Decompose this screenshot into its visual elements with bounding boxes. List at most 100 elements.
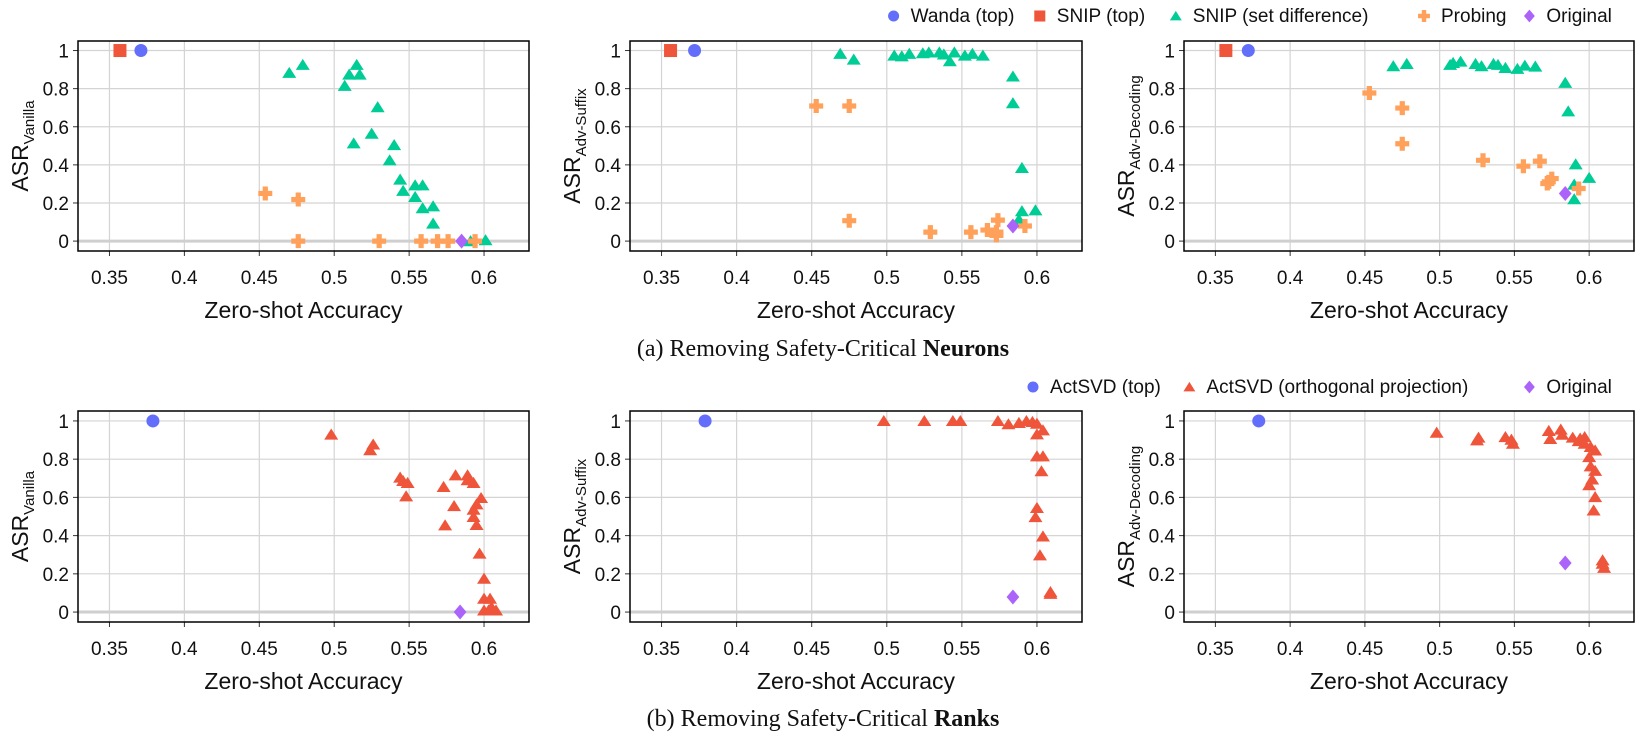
data-point-triangle [1035, 530, 1050, 542]
data-point-triangle [1555, 428, 1570, 440]
data-point-triangle [953, 414, 968, 427]
legend-label: Probing [1441, 6, 1507, 27]
data-point-triangle [466, 503, 481, 515]
data-point-triangle [846, 53, 861, 65]
caption-a-prefix: (a) Removing Safety-Critical [637, 336, 923, 362]
data-point-square [113, 44, 127, 58]
data-point-cross [372, 234, 387, 249]
scatter-panel: 0.35 0.4 0.45 0.5 0.55 0.6 0 0.2 0.4 0.6 0.8 1 Zero-… [559, 410, 1083, 694]
data-point-triangle [426, 217, 441, 229]
data-point-cross [990, 213, 1005, 228]
y-tick-label: 0 [1164, 603, 1175, 624]
data-point-triangle [1517, 59, 1532, 71]
data-point-triangle [1597, 561, 1612, 573]
data-point-cross [441, 234, 456, 249]
series-snip-top [113, 44, 127, 58]
series-actsvd-orthogonal-projection [1429, 423, 1612, 573]
plot-frame [1183, 410, 1635, 623]
data-point-triangle [921, 46, 936, 58]
data-point-triangle [1029, 501, 1044, 513]
data-point-cross [258, 186, 273, 201]
data-point-triangle [1399, 57, 1414, 69]
data-point-triangle [382, 154, 397, 166]
x-tick-label: 0.35 [1197, 639, 1234, 660]
data-point-triangle [965, 47, 980, 59]
data-point-cross [291, 192, 306, 207]
data-point-triangle [400, 476, 415, 488]
data-point-triangle [947, 46, 962, 58]
data-point-circle [146, 414, 160, 428]
y-tick-label: 0.2 [595, 194, 621, 215]
data-point-cross [291, 234, 306, 249]
data-point-cross [809, 98, 824, 113]
y-tick-label: 0.8 [43, 450, 69, 471]
data-point-cross [1395, 136, 1410, 151]
legend-label: Original [1546, 377, 1611, 398]
data-point-cross [980, 223, 995, 238]
y-tick-label: 0.8 [1149, 450, 1175, 471]
data-point-cross [1017, 219, 1032, 234]
data-point-triangle [364, 127, 379, 139]
x-tick-label: 0.55 [943, 639, 980, 660]
data-point-triangle [876, 414, 891, 427]
legend-marker-cross [1418, 10, 1430, 22]
series-probing [1362, 86, 1586, 196]
data-point-triangle [1429, 426, 1444, 438]
data-point-triangle [1586, 504, 1601, 516]
caption-b-prefix: (b) Removing Safety-Critical [647, 706, 934, 732]
y-tick-label: 1 [58, 412, 69, 433]
data-point-circle [134, 44, 148, 58]
data-point-cross [963, 225, 978, 240]
data-point-triangle [1014, 205, 1029, 217]
data-point-triangle [1029, 417, 1044, 429]
y-axis-label: ASRAdv-Suffix [559, 88, 590, 204]
data-point-cross [468, 234, 483, 249]
data-point-triangle [833, 47, 848, 59]
y-axis-label-subscript: Adv-Suffix [573, 458, 590, 527]
y-tick-label: 0.2 [43, 565, 69, 586]
y-tick-label: 1 [1164, 42, 1175, 63]
x-tick-label: 0.6 [1024, 639, 1050, 660]
x-axis-label: Zero-shot Accuracy [757, 668, 956, 694]
legend-item: Original [1523, 6, 1612, 27]
y-tick-label: 0.2 [43, 194, 69, 215]
y-axis-label-main: ASR [559, 527, 585, 574]
data-point-triangle [1043, 587, 1058, 599]
legend-marker-circle [1027, 381, 1039, 393]
y-axis-label-main: ASR [7, 515, 33, 562]
x-tick-label: 0.6 [1576, 268, 1602, 289]
y-tick-label: 0 [58, 232, 69, 253]
y-tick-label: 0.2 [1149, 194, 1175, 215]
data-point-triangle [483, 592, 498, 604]
data-point-triangle [942, 55, 957, 67]
data-point-triangle [342, 68, 357, 80]
data-point-triangle [1005, 97, 1020, 109]
data-point-triangle [352, 68, 367, 80]
y-axis-label: ASRAdv-Suffix [559, 458, 590, 574]
x-tick-label: 0.55 [391, 268, 428, 289]
y-tick-label: 0 [1164, 232, 1175, 253]
data-point-triangle [295, 58, 310, 70]
data-point-triangle [324, 428, 339, 440]
legend-label: Original [1546, 6, 1611, 27]
y-tick-label: 0.8 [43, 80, 69, 101]
legend-marker-circle [888, 10, 900, 22]
y-axis-label-subscript: Adv-Decoding [1127, 75, 1144, 169]
x-tick-label: 0.5 [321, 639, 347, 660]
x-axis-label: Zero-shot Accuracy [204, 297, 403, 323]
legend-marker-square [1034, 10, 1046, 22]
data-point-triangle [1386, 60, 1401, 72]
data-point-cross [842, 213, 857, 228]
caption-a: (a) Removing Safety-Critical Neurons [637, 336, 1009, 362]
y-tick-label: 1 [610, 412, 621, 433]
y-tick-label: 0.4 [43, 527, 70, 548]
x-tick-label: 0.5 [1426, 639, 1452, 660]
x-tick-label: 0.4 [723, 639, 750, 660]
y-tick-label: 0.4 [595, 156, 622, 177]
series-actsvd-orthogonal-projection [876, 414, 1058, 599]
series-probing [809, 98, 1032, 243]
y-tick-label: 0.6 [1149, 118, 1175, 139]
data-point-triangle [1541, 424, 1556, 436]
data-point-triangle [917, 414, 932, 427]
data-point-cross [414, 234, 429, 249]
